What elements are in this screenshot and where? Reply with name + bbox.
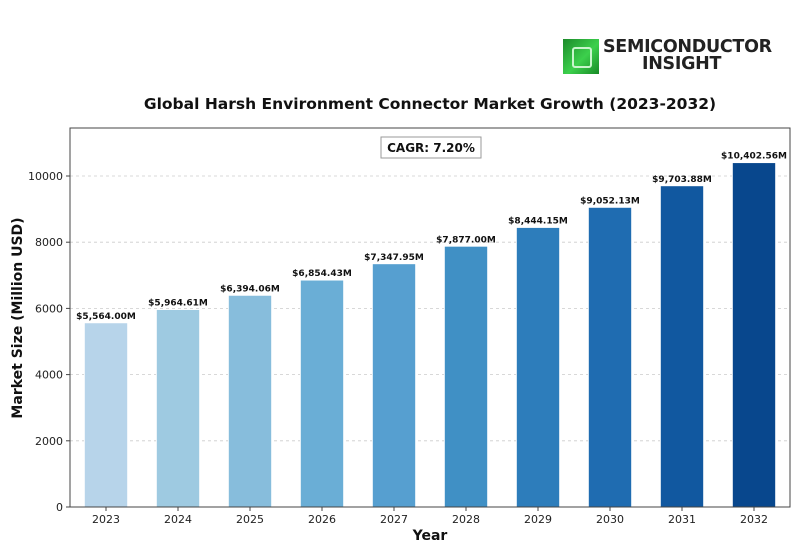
- bars: [84, 162, 777, 508]
- data-label: $5,564.00M: [76, 312, 136, 322]
- bar-2029: [516, 227, 561, 508]
- data-label: $6,854.43M: [292, 269, 352, 279]
- data-label: $5,964.61M: [148, 299, 208, 309]
- y-tick-label: 8000: [35, 236, 63, 249]
- y-tick-label: 2000: [35, 435, 63, 448]
- plot-frame: [69, 127, 791, 508]
- bar-2031: [660, 185, 705, 508]
- y-axis: 0 2000 4000 6000 8000 10000: [28, 170, 70, 514]
- x-tick-label: 2029: [524, 513, 552, 526]
- data-label: $6,394.06M: [220, 284, 280, 294]
- bar-2024: [155, 309, 200, 508]
- x-axis: 2023 2024 2025 2026 2027 2028 2029 2030 2031 2032: [92, 507, 768, 526]
- bar-2030: [588, 206, 633, 508]
- data-label: $9,703.88M: [652, 175, 712, 185]
- y-tick-label: 10000: [28, 170, 63, 183]
- y-tick-label: 6000: [35, 302, 63, 315]
- y-tick-label: 0: [56, 501, 63, 514]
- bar-2025: [227, 294, 272, 508]
- cagr-text: CAGR: 7.20%: [387, 141, 475, 155]
- chart-title: Global Harsh Environment Connector Marke…: [144, 95, 716, 113]
- bar-2023: [84, 322, 129, 508]
- data-labels: $5,564.00M $5,964.61M $6,394.06M $6,854.43M…: [76, 152, 787, 322]
- x-tick-label: 2024: [164, 513, 192, 526]
- x-tick-label: 2027: [380, 513, 408, 526]
- x-axis-label: Year: [412, 528, 448, 544]
- data-label: $9,052.13M: [580, 196, 640, 206]
- x-tick-label: 2023: [92, 513, 120, 526]
- bar-2028: [443, 245, 488, 508]
- brand-logo: SEMICONDUCTOR INSIGHT: [563, 37, 772, 77]
- x-tick-label: 2028: [452, 513, 480, 526]
- logo-line2: INSIGHT: [642, 54, 722, 74]
- x-tick-label: 2026: [308, 513, 336, 526]
- logo-line1: SEMICONDUCTOR: [603, 37, 772, 57]
- data-label: $10,402.56M: [721, 152, 787, 162]
- y-axis-label: Market Size (Million USD): [10, 217, 26, 418]
- data-label: $7,877.00M: [436, 235, 496, 245]
- bar-2032: [732, 162, 777, 508]
- x-tick-label: 2031: [668, 513, 696, 526]
- data-label: $7,347.95M: [364, 253, 424, 263]
- x-tick-label: 2032: [740, 513, 768, 526]
- y-tick-label: 4000: [35, 369, 63, 382]
- x-tick-label: 2025: [236, 513, 264, 526]
- cagr-annotation: CAGR: 7.20%: [380, 136, 482, 159]
- bar-2027: [371, 263, 416, 508]
- data-label: $8,444.15M: [508, 216, 568, 226]
- bar-2026: [299, 279, 344, 508]
- x-tick-label: 2030: [596, 513, 624, 526]
- chip-icon: [563, 39, 599, 74]
